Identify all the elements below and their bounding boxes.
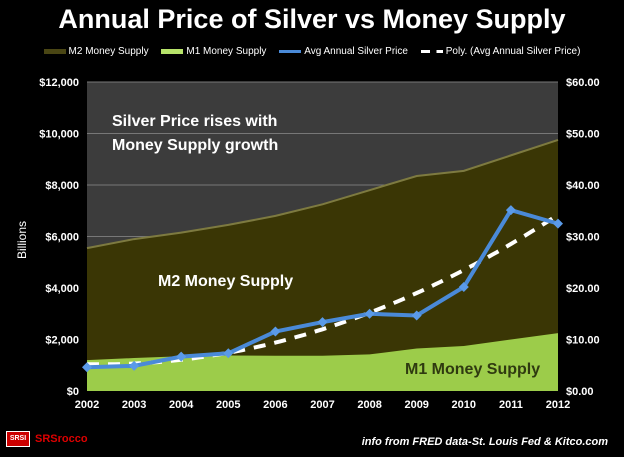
silver-point bbox=[553, 218, 563, 229]
x-tick-label: 2009 bbox=[404, 399, 428, 411]
x-tick-label: 2003 bbox=[122, 399, 146, 411]
silver-point bbox=[364, 308, 375, 319]
m2-area bbox=[87, 139, 558, 391]
legend-poly: Poly. (Avg Annual Silver Price) bbox=[420, 46, 580, 57]
silver-point bbox=[223, 348, 234, 359]
annotation-line2: Money Supply growth bbox=[112, 137, 278, 154]
m1-area-label: M1 Money Supply bbox=[405, 361, 540, 378]
silver-point bbox=[458, 282, 469, 293]
y2-tick-label: $0.00 bbox=[566, 386, 594, 398]
y-tick-label: $0 bbox=[67, 386, 79, 398]
y2-tick-label: $30.00 bbox=[566, 232, 600, 244]
y2-tick-label: $50.00 bbox=[566, 129, 600, 141]
silver-point bbox=[411, 310, 422, 321]
brand-name: SRSrocco bbox=[35, 433, 88, 445]
chart-title: Annual Price of Silver vs Money Supply bbox=[58, 4, 566, 34]
silver-point bbox=[176, 351, 187, 362]
x-tick-label: 2011 bbox=[499, 399, 523, 411]
y-tick-label: $6,000 bbox=[45, 232, 79, 244]
silver-point bbox=[317, 317, 328, 328]
m1-area bbox=[87, 333, 558, 391]
silver-point bbox=[129, 360, 140, 371]
y-tick-label: $4,000 bbox=[45, 283, 79, 295]
m2-area-label: M2 Money Supply bbox=[158, 273, 293, 290]
y-axis-label: Billions bbox=[15, 221, 29, 259]
legend-m2: M2 Money Supply bbox=[43, 46, 149, 57]
x-tick-label: 2012 bbox=[546, 399, 570, 411]
silver-point bbox=[270, 326, 281, 337]
x-tick-label: 2010 bbox=[452, 399, 476, 411]
x-tick-label: 2005 bbox=[216, 399, 240, 411]
source-note: info from FRED data-St. Louis Fed & Kitc… bbox=[361, 436, 608, 448]
x-tick-label: 2004 bbox=[169, 399, 194, 411]
legend: M2 Money Supply M1 Money Supply Avg Annu… bbox=[0, 46, 624, 57]
x-tick-label: 2006 bbox=[263, 399, 287, 411]
y2-tick-label: $60.00 bbox=[566, 77, 600, 89]
legend-silver: Avg Annual Silver Price bbox=[279, 46, 408, 57]
legend-m1: M1 Money Supply bbox=[161, 46, 266, 57]
logo-icon: SRSI bbox=[6, 431, 30, 447]
y-tick-label: $10,000 bbox=[39, 129, 79, 141]
y-tick-label: $8,000 bbox=[45, 180, 79, 192]
m2-edge bbox=[86, 138, 559, 250]
x-tick-label: 2002 bbox=[75, 399, 99, 411]
y2-tick-label: $20.00 bbox=[566, 283, 600, 295]
brand-logo: SRSI SRSrocco bbox=[6, 431, 88, 447]
y-tick-label: $2,000 bbox=[45, 335, 79, 347]
x-tick-label: 2008 bbox=[357, 399, 381, 411]
x-tick-label: 2007 bbox=[310, 399, 334, 411]
silver-point bbox=[505, 205, 516, 216]
y2-tick-label: $10.00 bbox=[566, 335, 600, 347]
y2-tick-label: $40.00 bbox=[566, 180, 600, 192]
silver-point bbox=[82, 362, 92, 373]
annotation-line1: Silver Price rises with bbox=[112, 113, 277, 130]
y-tick-label: $12,000 bbox=[39, 77, 79, 89]
